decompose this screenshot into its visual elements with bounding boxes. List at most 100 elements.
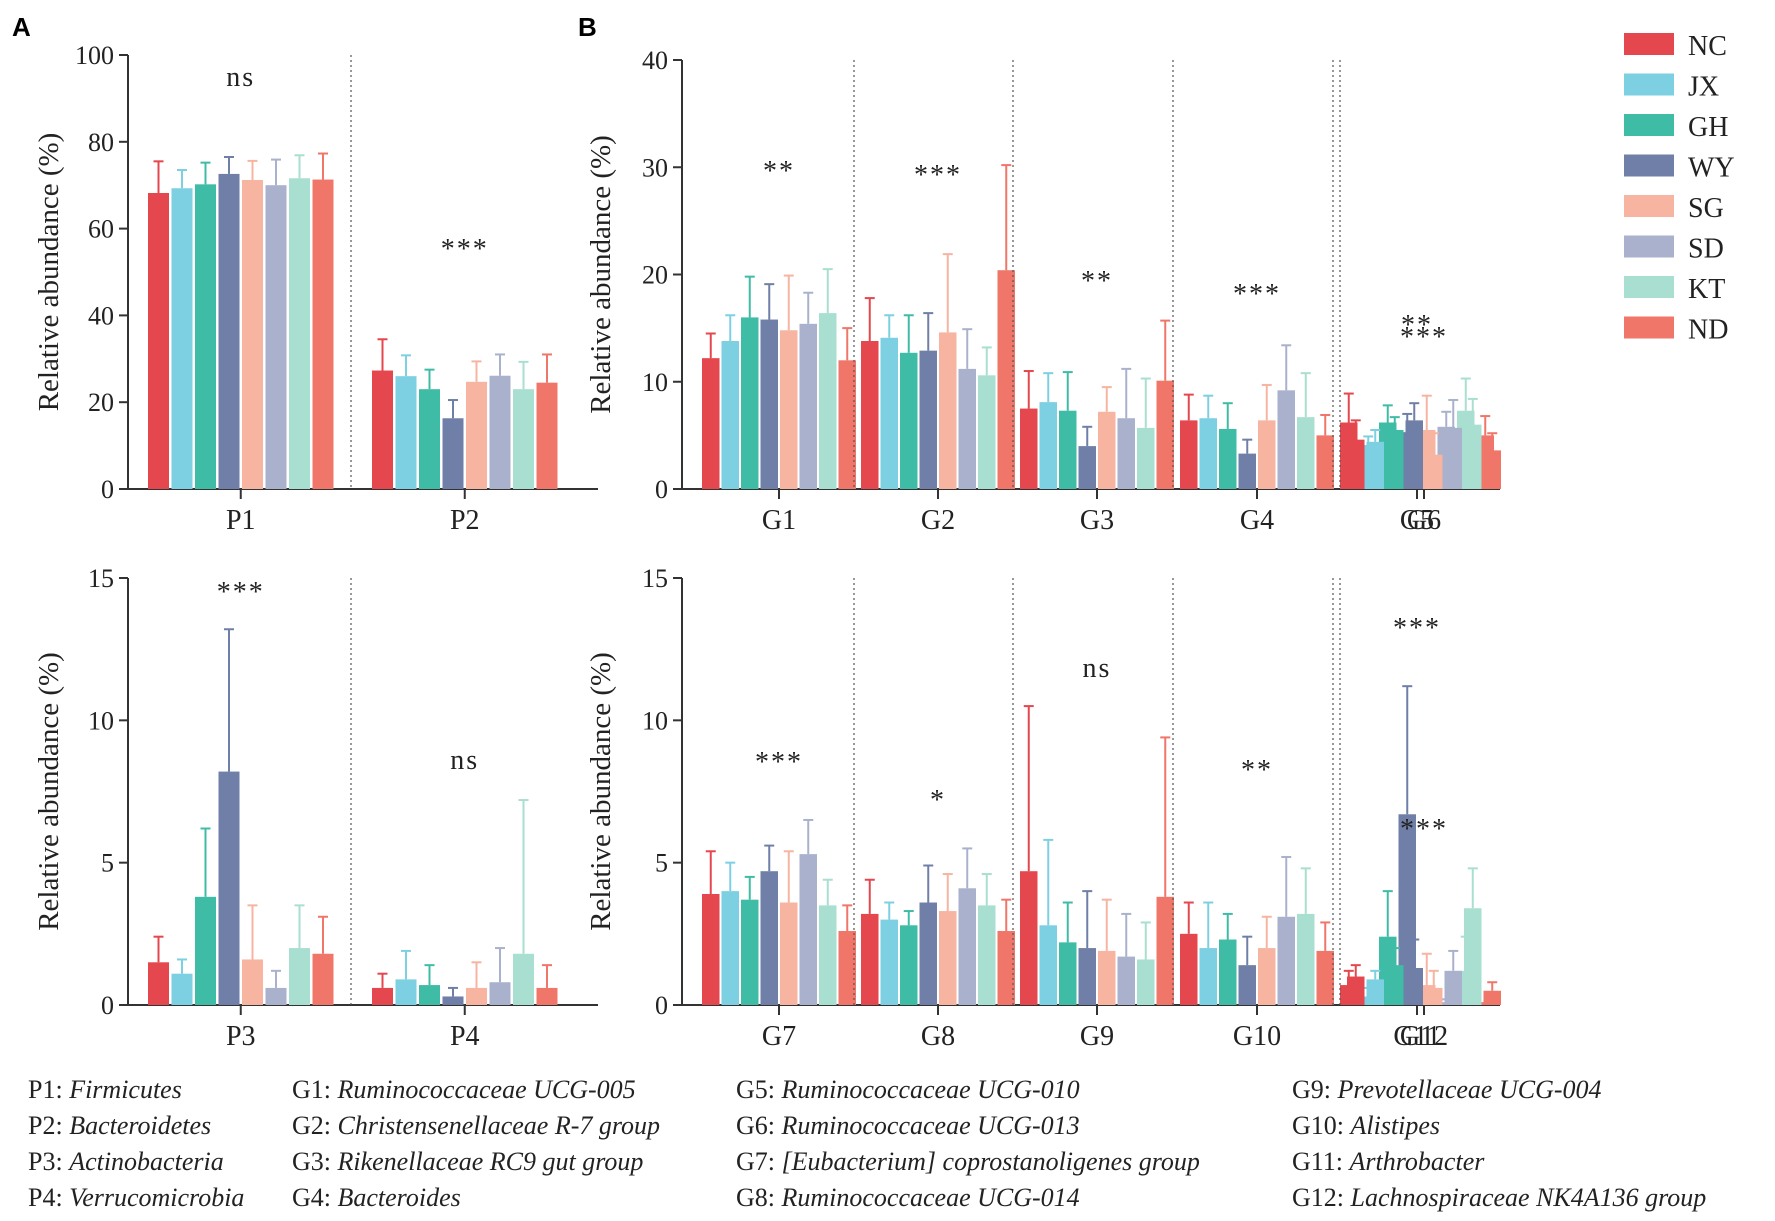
bar-g10-nd	[1316, 950, 1334, 1005]
bar-g1-sd	[799, 323, 817, 489]
bar-p4-sd	[489, 982, 511, 1005]
significance-label: ns	[450, 745, 479, 776]
bar-g2-nd	[997, 270, 1015, 489]
significance-label: **	[763, 156, 795, 187]
bar-p4-sg	[466, 987, 487, 1005]
legend-swatch-nc	[1624, 33, 1674, 55]
bar-g10-kt	[1297, 913, 1315, 1005]
y-tick-label: 0	[101, 991, 114, 1020]
bar-p1-gh	[195, 184, 216, 489]
bar-g12-jx	[1366, 979, 1384, 1005]
bar-g12-nd	[1483, 990, 1501, 1005]
bar-g1-nc	[702, 358, 720, 489]
bar-g6-gh	[1386, 430, 1404, 489]
bar-p4-jx	[395, 979, 417, 1005]
x-tick-label: P4	[450, 1021, 480, 1052]
y-tick-label: 10	[642, 706, 668, 735]
legend-label-sg: SG	[1688, 193, 1724, 224]
bar-g9-jx	[1039, 925, 1057, 1005]
bar-p2-nc	[372, 370, 393, 489]
significance-label: ***	[755, 747, 803, 778]
bar-p3-wy	[218, 771, 240, 1005]
chart-b-bottom: 0 5 10 15 Relative abundance (%) G7 *** G8 * G9 ns…	[585, 564, 1501, 1052]
bar-p2-nd	[536, 382, 558, 489]
bar-p2-wy	[442, 418, 464, 489]
bar-p3-nd	[312, 953, 334, 1005]
significance-label: **	[1081, 266, 1113, 297]
bar-g7-sg	[780, 902, 798, 1005]
bar-g9-gh	[1059, 942, 1077, 1005]
y-tick-label: 0	[655, 991, 668, 1020]
bar-g10-sd	[1277, 916, 1295, 1005]
bar-p3-gh	[195, 896, 216, 1005]
legend-swatch-wy	[1624, 154, 1674, 177]
bar-g3-sd	[1117, 418, 1135, 489]
bar-g7-nc	[702, 893, 720, 1005]
bar-p1-sd	[265, 185, 287, 489]
bar-g10-gh	[1219, 939, 1237, 1005]
bar-g12-sd	[1444, 970, 1462, 1005]
significance-label: *	[930, 785, 946, 816]
legend-label-nd: ND	[1688, 315, 1728, 346]
x-tick-label: G7	[762, 1021, 796, 1052]
y-axis-label: Relative abundance (%)	[585, 135, 617, 414]
bar-g3-wy	[1078, 446, 1096, 489]
x-tick-label: G12	[1400, 1021, 1448, 1052]
bar-g9-sg	[1098, 950, 1116, 1005]
bar-g2-jx	[880, 337, 898, 489]
legend-swatch-sg	[1624, 195, 1674, 217]
bar-p1-wy	[218, 173, 240, 489]
bar-g3-jx	[1039, 402, 1057, 489]
bar-p4-nc	[372, 987, 393, 1005]
x-tick-label: G9	[1080, 1021, 1114, 1052]
bar-p2-jx	[395, 376, 417, 489]
bar-g8-sg	[939, 911, 957, 1005]
panel-letter-a: A	[12, 12, 31, 42]
bar-g2-gh	[900, 352, 918, 489]
bar-g6-nc	[1347, 439, 1365, 489]
x-tick-label: G4	[1240, 505, 1274, 536]
bar-g9-kt	[1137, 959, 1155, 1005]
bar-g3-gh	[1059, 410, 1077, 489]
legend-label-kt: KT	[1688, 274, 1725, 305]
significance-label: ***	[1233, 279, 1281, 310]
y-tick-label: 80	[88, 128, 114, 157]
legend-label-sd: SD	[1688, 234, 1724, 265]
legend-swatch-kt	[1624, 276, 1674, 298]
bar-g4-kt	[1297, 417, 1315, 489]
x-tick-label: G10	[1233, 1021, 1281, 1052]
y-tick-label: 10	[642, 368, 668, 397]
y-tick-label: 10	[88, 706, 114, 735]
bar-p1-nd	[312, 179, 334, 490]
bar-p4-nd	[536, 987, 558, 1005]
significance-label: ***	[1400, 322, 1448, 353]
bar-g8-wy	[919, 902, 937, 1005]
x-tick-label: G6	[1407, 505, 1441, 536]
bar-p3-sd	[265, 987, 287, 1005]
bar-g3-nc	[1020, 408, 1038, 489]
significance-label: ***	[441, 234, 489, 265]
bar-p3-sg	[242, 959, 263, 1005]
bar-g4-wy	[1238, 453, 1256, 489]
x-tick-label: P2	[450, 505, 480, 536]
legend-label-wy: WY	[1688, 153, 1735, 184]
x-tick-label: G3	[1080, 505, 1114, 536]
bar-g7-nd	[838, 930, 856, 1005]
y-tick-label: 15	[88, 564, 114, 593]
bar-g10-wy	[1238, 965, 1256, 1005]
significance-label: ***	[914, 160, 962, 191]
x-tick-label: G1	[762, 505, 796, 536]
bar-g8-kt	[978, 905, 996, 1005]
y-axis-label: Relative abundance (%)	[585, 652, 617, 931]
significance-label: ns	[226, 62, 255, 93]
bar-g12-gh	[1386, 965, 1404, 1005]
bar-g9-sd	[1117, 956, 1135, 1005]
bar-g6-wy	[1405, 420, 1423, 489]
bar-p1-nc	[148, 193, 169, 489]
y-tick-label: 0	[101, 475, 114, 504]
bar-p4-gh	[419, 985, 440, 1005]
bar-g6-nd	[1483, 450, 1501, 489]
